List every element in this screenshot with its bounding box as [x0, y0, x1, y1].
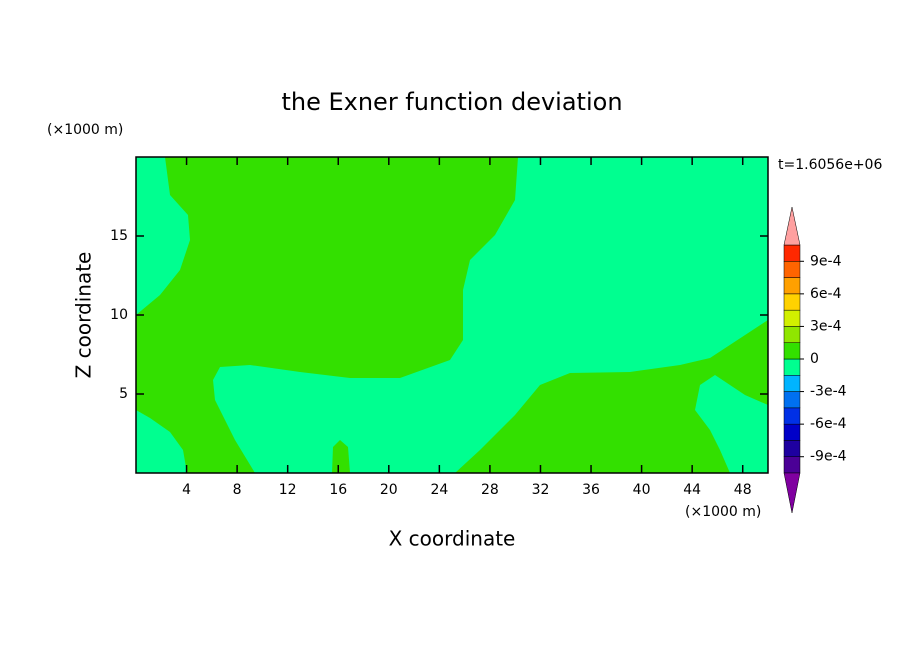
colorbar-tick-label: -6e-4: [810, 416, 847, 432]
contour-region: [136, 157, 518, 473]
colorbar-band: [783, 391, 801, 409]
y-axis-label: Z coordinate: [72, 252, 96, 379]
x-tick-label: 12: [279, 482, 297, 498]
x-tick-label: 36: [582, 482, 600, 498]
colorbar-tick-label: 9e-4: [810, 253, 842, 269]
colorbar-under: [783, 472, 801, 514]
colorbar-band: [783, 342, 801, 360]
colorbar-band: [783, 375, 801, 392]
contour-field: [136, 157, 768, 473]
x-tick-label: 24: [430, 482, 448, 498]
y-tick-label: 10: [110, 307, 128, 323]
colorbar-band: [783, 277, 801, 295]
colorbar-tick-label: 0: [810, 351, 819, 367]
x-tick-label: 44: [683, 482, 701, 498]
chart-title: the Exner function deviation: [281, 88, 622, 116]
x-tick-label: 32: [532, 482, 550, 498]
contour-region: [332, 440, 350, 473]
colorbar-band: [783, 456, 801, 474]
colorbar-band: [783, 326, 801, 343]
colorbar-band: [783, 407, 801, 425]
colorbar-tick-label: 3e-4: [810, 318, 842, 334]
x-tick-label: 4: [182, 482, 191, 498]
x-unit: (×1000 m): [685, 504, 761, 520]
y-unit: (×1000 m): [47, 122, 123, 138]
x-tick-label: 48: [734, 482, 752, 498]
x-tick-label: 16: [329, 482, 347, 498]
colorbar-band: [783, 293, 801, 311]
colorbar-tick-label: 6e-4: [810, 286, 842, 302]
y-tick-label: 15: [110, 228, 128, 244]
colorbar-band: [783, 358, 801, 376]
colorbar-band: [783, 309, 801, 327]
x-axis-label: X coordinate: [389, 527, 516, 551]
colorbar-tick-label: -3e-4: [810, 384, 847, 400]
time-label: t=1.6056e+06: [778, 157, 882, 173]
y-tick-label: 5: [119, 386, 128, 402]
colorbar-over: [783, 206, 801, 246]
colorbar-band: [783, 423, 801, 441]
colorbar-band: [783, 244, 801, 262]
colorbar-tick-label: -9e-4: [810, 449, 847, 465]
colorbar-band: [783, 261, 801, 278]
x-tick-label: 40: [633, 482, 651, 498]
x-tick-label: 8: [233, 482, 242, 498]
x-tick-label: 28: [481, 482, 499, 498]
x-tick-label: 20: [380, 482, 398, 498]
colorbar-band: [783, 440, 801, 457]
contour-region: [455, 320, 768, 473]
